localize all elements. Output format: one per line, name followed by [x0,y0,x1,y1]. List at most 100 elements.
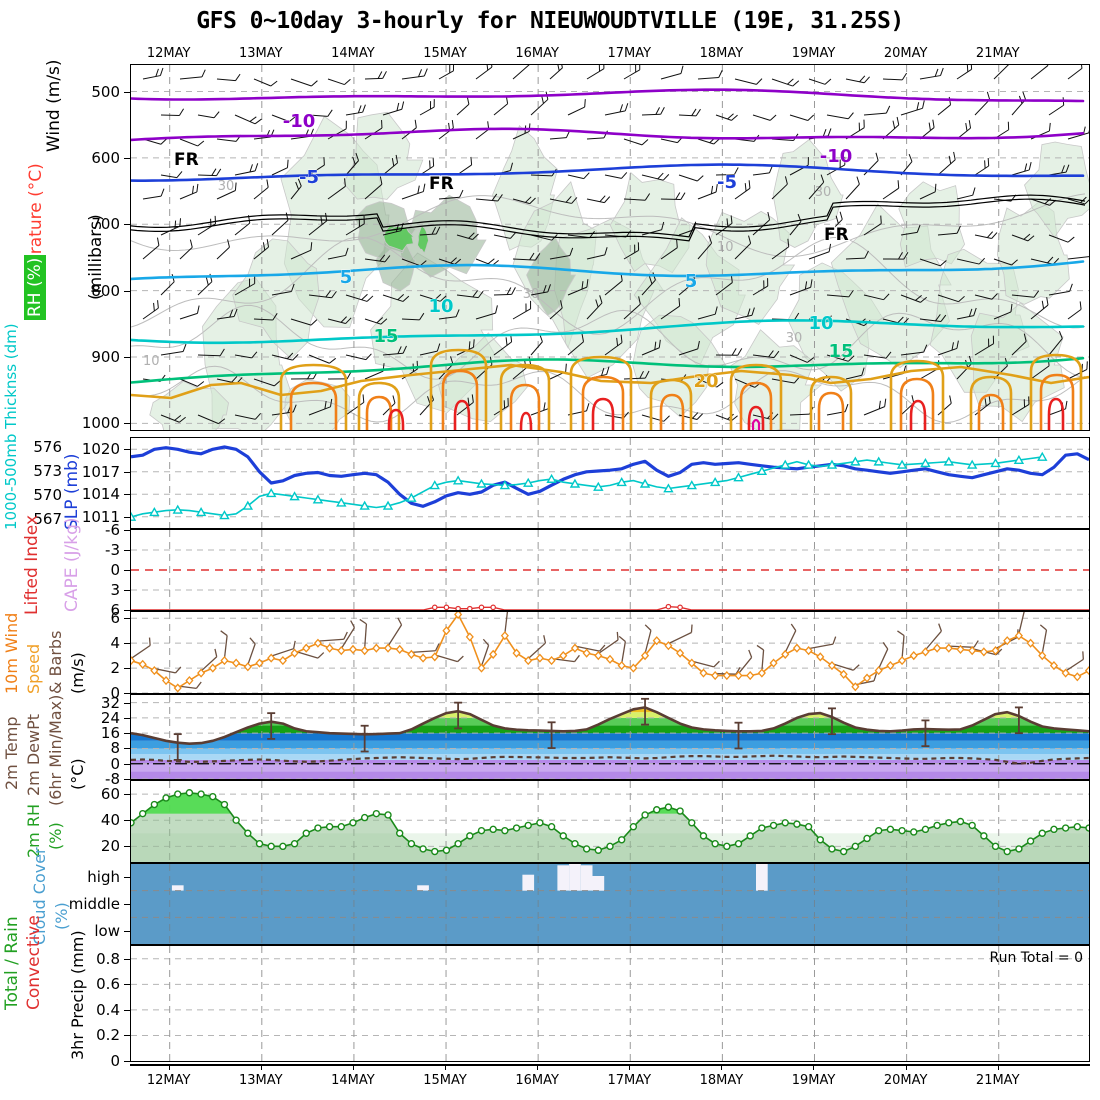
tick-mark [124,516,130,518]
svg-text:FR: FR [429,174,454,194]
tick-mark [124,984,130,986]
tick-mark [124,494,130,496]
x-axis-line [130,1064,1090,1066]
x-tick-13may: 13MAY [239,46,283,61]
tick-mark [124,224,130,226]
ytick-mb-800: 800 [91,281,120,300]
x-tick-12may: 12MAY [146,46,191,61]
temp-line [131,706,1089,745]
x-tick-16may: 16MAY [515,1073,559,1088]
ytick-precip-0.8: 0.8 [96,949,120,968]
wind10m-label-a: 10m Wind [2,612,21,694]
x-tick-17may: 17MAY [607,1073,652,1088]
ytick-wind-0: 0 [110,684,120,702]
svg-text:-10: -10 [820,146,853,167]
wind-legend-label: Wind (m/s) [44,59,64,152]
ytick-wind-4: 4 [110,634,120,653]
tick-mark [124,530,130,531]
x-tick-mark [997,1064,999,1070]
x-tick-18may: 18MAY [699,46,744,61]
ytick-mb-900: 900 [91,348,120,366]
ytick-thickness-567: 567 [33,509,62,528]
ytick-mb-500: 500 [91,82,120,101]
upper-wind-barbs [142,65,1089,425]
precip-axis-label: 3hr Precip (mm) [68,930,87,1060]
ytick-slp-1011: 1011 [81,507,120,526]
tick-mark [124,763,130,765]
x-tick-15may: 15MAY [423,1073,467,1088]
ytick-li-0: 0 [110,561,120,579]
tick-mark [124,1061,130,1062]
li-markers [431,603,683,610]
left-axis-labels: 500 600 700 800 900 1000 (millibars) Wind (m/s)… [0,0,130,1100]
precip-total-label: Total / Rain [2,916,22,1010]
tick-mark [124,423,130,425]
ytick-precip-0.6: 0.6 [96,975,120,994]
ytick-temp-16: 16 [100,724,120,743]
svg-text:5: 5 [685,271,698,292]
x-tick-mark [445,1064,447,1070]
ytick-temp-24: 24 [100,708,120,727]
temperature-contours: -10 -10 -5 -5 5 5 10 10 15 15 20 [131,88,1089,430]
x-tick-21may: 21MAY [975,1073,1020,1088]
tick-mark [124,779,130,780]
cloud-bars [171,864,768,891]
svg-text:-5: -5 [299,167,319,188]
tick-mark [124,794,130,796]
x-tick-14may: 14MAY [331,46,375,61]
ytick-wind-6: 6 [110,609,120,628]
ytick-thickness-573: 573 [33,462,62,481]
rh-shading [149,111,1089,430]
svg-text:15: 15 [828,341,853,362]
ytick-slp-1020: 1020 [81,440,120,459]
tick-mark [124,820,130,822]
x-tick-20may: 20MAY [883,1073,928,1088]
ytick-li--6: -6 [105,521,120,539]
svg-text:10: 10 [717,240,734,255]
tick-mark [124,618,130,620]
wind-speed-line [131,612,1089,689]
svg-text:30: 30 [218,179,235,194]
tick-mark [124,693,130,694]
tick-mark [124,91,130,93]
lifted-index-line [131,605,1089,610]
rh-area [131,792,1089,862]
tick-mark [124,668,130,670]
svg-text:FR: FR [824,225,849,245]
rh-legend-label: RH (%) [24,254,46,320]
ytick-mb-600: 600 [91,148,120,167]
ytick-cloud-middle: middle [68,895,120,913]
x-axis-bottom: 12MAY 13MAY 14MAY 15MAY 16MAY 17MAY 18MAY 19MAY… [0,1064,1100,1088]
panel-10m-wind [130,611,1090,694]
ytick-temp--8: -8 [105,770,120,788]
ytick-precip-0.2: 0.2 [96,1026,120,1045]
ytick-precip-0: 0 [110,1052,120,1070]
panel-2m-rh [130,780,1090,863]
x-tick-mark [721,1064,723,1070]
x-tick-20may: 20MAY [883,46,928,61]
tick-mark [124,733,130,735]
wind-speed-markers [131,612,1089,693]
temp-minmax-bars [173,697,1023,761]
lifted-index-axis-label: Lifted Index [22,515,42,615]
dewpoint-line [131,754,1089,765]
precip-convective-label: Convective [24,915,44,1010]
svg-text:10: 10 [808,313,833,334]
tick-mark [124,1009,130,1011]
temp-label-b: 2m DewPt [24,713,43,796]
x-axis-top: 12MAY 13MAY 14MAY 15MAY 16MAY 17MAY 18MAY 19MAY… [0,45,1100,63]
slp-line [131,445,1089,508]
cloud-label-b: (%) [52,902,71,930]
thickness-axis-label: 1000-500mb Thicknss (dm) [2,323,20,530]
ytick-thickness-570: 570 [33,485,62,504]
tick-mark [124,846,130,848]
svg-text:20: 20 [693,371,718,392]
tick-mark [124,904,130,905]
tick-mark [124,471,130,473]
ytick-mb-700: 700 [91,215,120,234]
thickness-line [131,456,1043,518]
upper-axis-label: (millibars) [86,214,106,300]
ytick-rh-60: 60 [100,785,120,804]
page-title: GFS 0~10day 3-hourly for NIEUWOUDTVILLE … [196,8,904,34]
ytick-temp-32: 32 [100,693,120,712]
